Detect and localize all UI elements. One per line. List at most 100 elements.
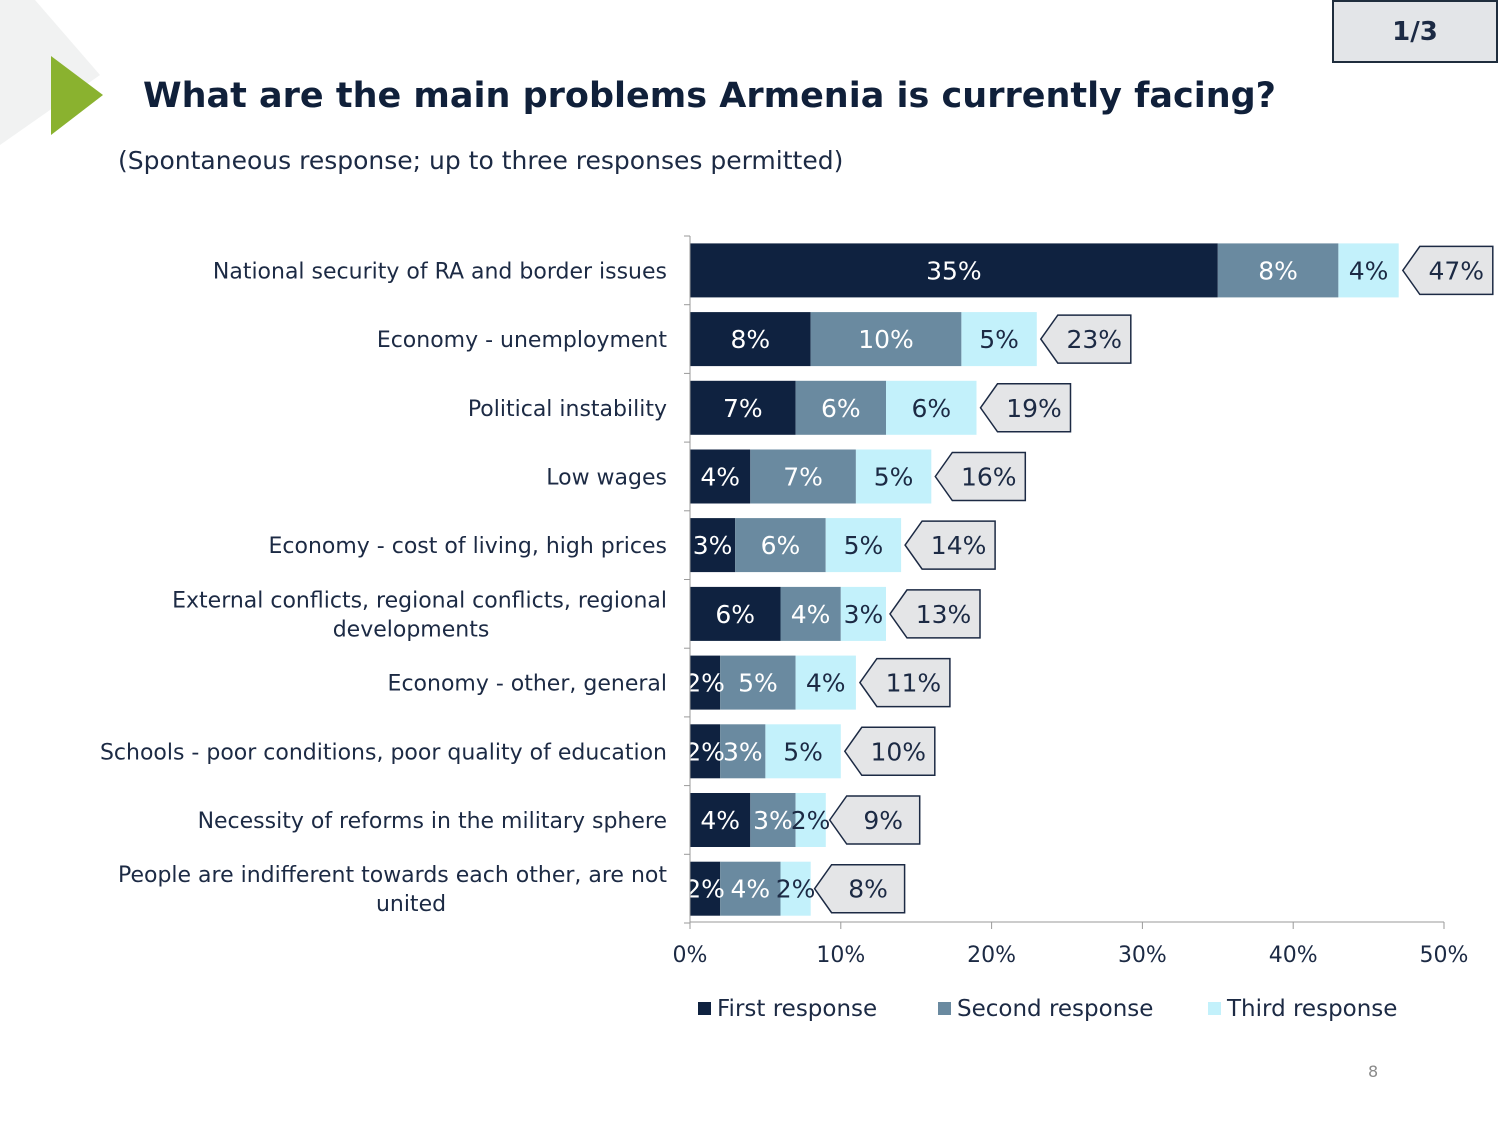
total-callout-box <box>1039 314 1132 364</box>
bar-segment <box>855 449 932 504</box>
axes: 0% 10% 20% 30% 40% 50% <box>673 235 1468 968</box>
category-label: Political instability <box>468 397 667 422</box>
segment-label: 7% <box>783 463 823 492</box>
legend-swatch <box>1208 1002 1221 1015</box>
bar-segment <box>765 724 841 779</box>
bar-segment <box>720 655 796 710</box>
x-tick-label: 0% <box>673 943 708 968</box>
bar-segment <box>750 449 856 504</box>
category-label: External conflicts, regional conflicts, … <box>172 588 667 642</box>
bar-segment <box>690 312 811 367</box>
total-callout-box <box>858 657 951 708</box>
segment-label: 2% <box>685 875 725 904</box>
category-label-line: External conflicts, regional conflicts, … <box>172 588 667 613</box>
legend-label: Third response <box>1226 996 1397 1022</box>
total-callout-label: 11% <box>886 669 942 698</box>
legend-swatch <box>698 1002 711 1015</box>
bar-segment <box>1338 243 1399 298</box>
segment-label: 3% <box>753 806 793 835</box>
bar-segment <box>795 793 826 847</box>
green-play-arrow-icon <box>51 56 103 135</box>
bar-segment <box>810 312 962 367</box>
legend-swatch <box>938 1002 951 1015</box>
segment-labels: 35% 8% 4%8% 10% 5%7% 6% 6%4% 7% 5%3% 6% 5%6% 4% 3%2%… <box>685 256 1388 903</box>
total-callout-box <box>813 863 906 914</box>
category-label: National security of RA and border issue… <box>213 259 667 284</box>
segment-label: 6% <box>911 394 951 423</box>
segment-label: 4% <box>700 806 740 835</box>
category-label-line: Necessity of reforms in the military sph… <box>198 809 667 834</box>
category-label-line: Economy - cost of living, high prices <box>269 534 668 559</box>
page-title: What are the main problems Armenia is cu… <box>143 76 1276 116</box>
segment-label: 5% <box>844 531 884 560</box>
segment-label: 2% <box>685 669 725 698</box>
bar-segment <box>690 586 781 641</box>
segment-label: 2% <box>776 875 816 904</box>
x-tick-label: 40% <box>1269 943 1318 968</box>
total-callout-label: 10% <box>871 737 927 766</box>
segment-label: 6% <box>761 531 801 560</box>
total-callout-label: 23% <box>1067 325 1123 354</box>
category-label-line: Economy - unemployment <box>377 328 668 353</box>
segment-label: 4% <box>806 669 846 698</box>
page-counter-badge: 1/3 <box>1332 0 1498 63</box>
total-callout-box <box>934 451 1027 502</box>
segment-label: 3% <box>693 531 733 560</box>
page-subtitle: (Spontaneous response; up to three respo… <box>118 146 844 175</box>
total-callout-box <box>1401 245 1494 296</box>
bar-segment <box>690 380 796 435</box>
bar-segment <box>690 655 721 710</box>
bar-segment <box>886 380 977 435</box>
bar-segment <box>690 861 721 916</box>
category-label: Necessity of reforms in the military sph… <box>198 809 667 834</box>
category-label-line: Low wages <box>546 466 667 491</box>
category-label-line: developments <box>333 617 490 642</box>
total-callout-label: 47% <box>1429 256 1485 285</box>
category-label: Schools - poor conditions, poor quality … <box>100 740 667 765</box>
segment-label: 2% <box>685 737 725 766</box>
segment-label: 4% <box>1349 256 1389 285</box>
bar-segment <box>780 861 811 916</box>
total-callout-label: 14% <box>931 531 987 560</box>
total-callout-label: 9% <box>863 806 903 835</box>
segment-label: 5% <box>738 669 778 698</box>
legend-label: Second response <box>957 996 1153 1022</box>
segment-label: 8% <box>730 325 770 354</box>
segment-label: 4% <box>791 600 831 629</box>
bar-segment <box>720 724 766 779</box>
segment-label: 5% <box>979 325 1019 354</box>
category-label-line: Economy - other, general <box>388 672 667 697</box>
total-callout-label: 19% <box>1006 394 1062 423</box>
category-label-line: united <box>376 892 446 917</box>
page-counter-text: 1/3 <box>1392 16 1438 47</box>
category-label-line: Schools - poor conditions, poor quality … <box>100 740 667 765</box>
bar-segment <box>690 449 751 504</box>
bar-segment <box>795 655 856 710</box>
bar-segment <box>690 243 1218 298</box>
bar-segment <box>780 586 841 641</box>
legend-label: First response <box>717 996 877 1022</box>
bar-segment <box>690 724 721 779</box>
segment-label: 6% <box>715 600 755 629</box>
bar-segment <box>825 518 902 573</box>
bar-segment <box>750 793 796 847</box>
slide-number: 8 <box>1368 1062 1379 1081</box>
category-label: Economy - unemployment <box>377 328 668 353</box>
segment-label: 35% <box>926 256 982 285</box>
bar-segments <box>690 243 1399 916</box>
bar-segment <box>840 586 886 641</box>
total-callout-box <box>828 795 921 845</box>
total-callout-box <box>979 383 1072 433</box>
total-callout-box <box>843 726 936 777</box>
segment-label: 2% <box>791 806 831 835</box>
category-label-line: Political instability <box>468 397 667 422</box>
category-label: People are indifferent towards each othe… <box>118 863 667 917</box>
total-callout-label: 16% <box>961 463 1017 492</box>
x-tick-label: 30% <box>1118 943 1167 968</box>
bar-segment <box>961 312 1037 367</box>
x-tick-label: 10% <box>816 943 865 968</box>
total-callout-box <box>904 520 996 570</box>
segment-label: 5% <box>783 737 823 766</box>
segment-label: 4% <box>700 463 740 492</box>
